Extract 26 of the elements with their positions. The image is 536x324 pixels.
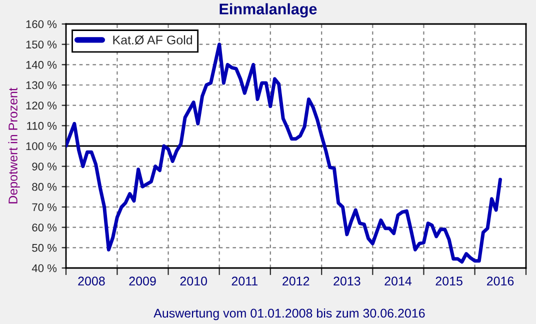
x-tick-label: 2016 xyxy=(486,276,514,286)
x-tick-label: 2011 xyxy=(232,276,258,286)
y-tick-label: 150 % xyxy=(26,40,57,48)
y-tick-label: 100 % xyxy=(26,142,57,150)
x-tick-label: 2014 xyxy=(384,276,412,286)
y-tick-label: 40 % xyxy=(32,264,57,272)
y-tick-label: 50 % xyxy=(32,244,57,252)
y-axis-title: Depotwert in Prozent xyxy=(8,88,20,204)
x-tick-label: 2013 xyxy=(334,276,360,286)
y-tick-label: 140 % xyxy=(26,60,57,69)
y-tick-label: 80 % xyxy=(32,182,57,191)
x-tick-label: 2009 xyxy=(129,276,156,286)
y-tick-label: 90 % xyxy=(32,162,57,170)
y-tick-label: 60 % xyxy=(32,224,57,232)
y-tick-label: 70 % xyxy=(32,203,57,212)
x-tick-label: 2012 xyxy=(282,276,310,286)
y-tick-label: 130 % xyxy=(26,81,57,90)
x-tick-label: 2010 xyxy=(180,276,208,286)
x-tick-label: 2015 xyxy=(436,276,462,286)
y-tick-label: 110 % xyxy=(27,122,57,130)
chart-title: Einmalanlage xyxy=(220,3,317,18)
text: Auswertung vom 01.01.2008 bis zum 30.06.2016 xyxy=(154,308,425,320)
y-tick-label: 120 % xyxy=(26,102,57,110)
y-tick-label: 160 % xyxy=(26,20,57,28)
legend-label: Kat.Ø AF Gold xyxy=(113,35,192,45)
x-tick-label: 2008 xyxy=(78,276,105,286)
